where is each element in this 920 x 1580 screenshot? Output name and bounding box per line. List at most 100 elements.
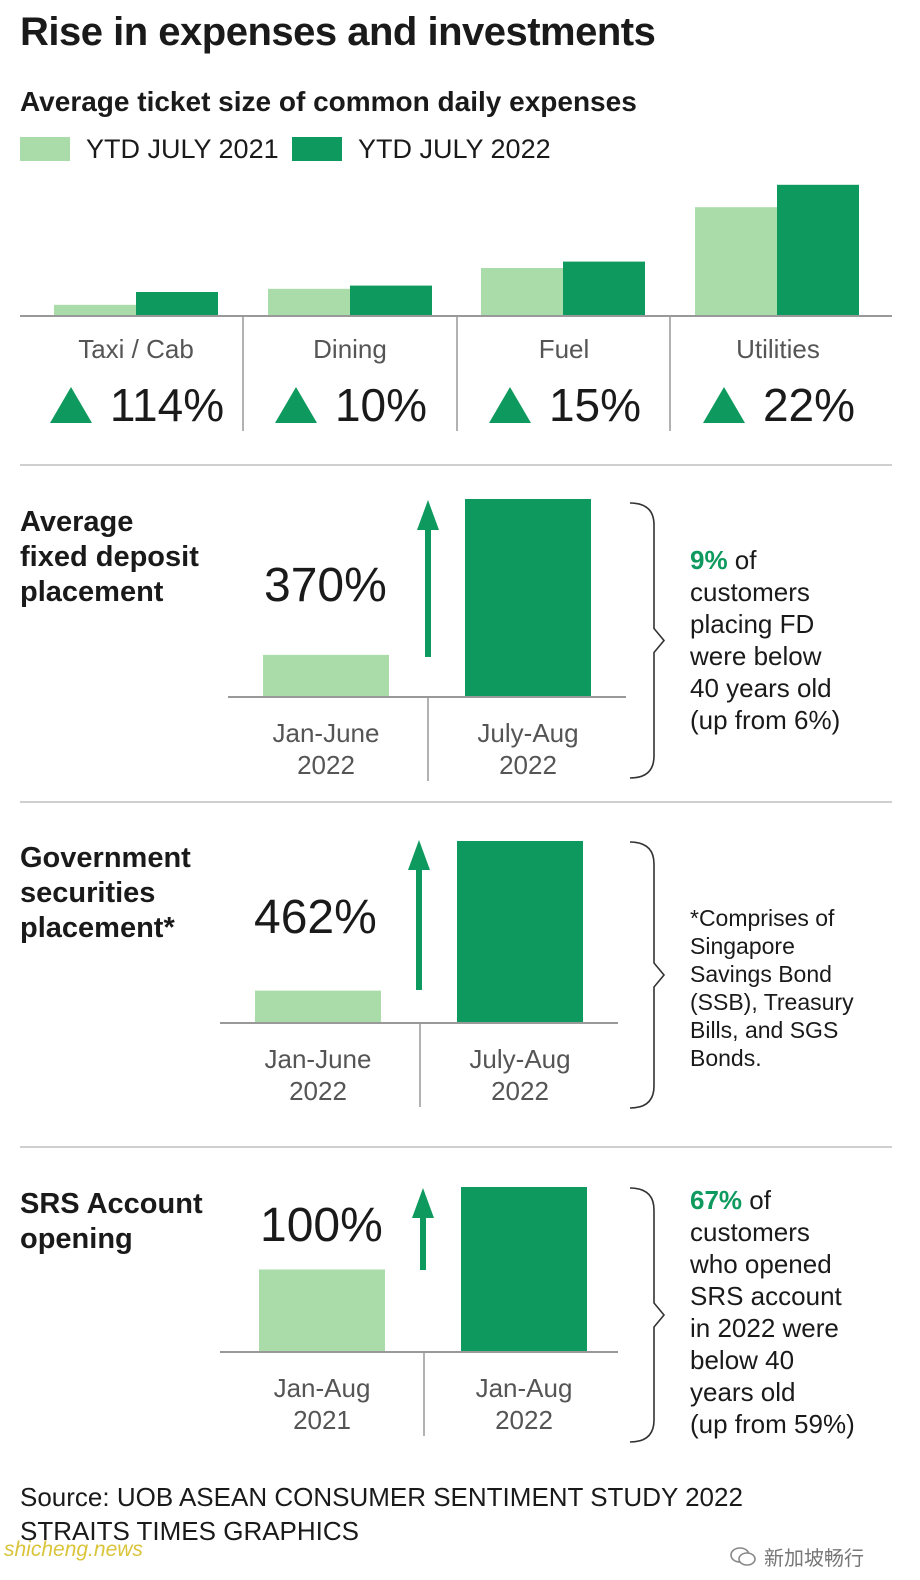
note-line: 40 years old [690, 673, 832, 703]
up-arrow-icon [417, 500, 439, 530]
period-line: 2022 [495, 1405, 553, 1435]
period-line: 2022 [499, 750, 557, 780]
curly-bracket [629, 502, 666, 779]
change-srs: 100% [260, 1199, 383, 1252]
note-line: Bonds. [690, 1045, 762, 1071]
period-line: 2022 [289, 1076, 347, 1106]
curly-bracket [629, 841, 666, 1109]
section-divider [20, 1146, 892, 1148]
watermark: 新加坡畅行 [730, 1542, 864, 1571]
category-label-dining: Dining [313, 334, 387, 364]
section-title-government-securities: Government securities placement* [20, 841, 191, 946]
category-label-taxi: Taxi / Cab [78, 334, 194, 364]
period-label: Jan-June 2022 [226, 717, 426, 781]
up-triangle-icon [702, 387, 745, 423]
bar-fuel-2021 [481, 268, 563, 316]
bar-taxi-2022 [136, 292, 218, 316]
up-triangle-icon [274, 387, 317, 423]
change-utilities: 22% [674, 378, 884, 432]
legend-swatch-2022 [292, 137, 342, 161]
note-line: (up from 6%) [690, 705, 841, 735]
note-text: of [742, 1185, 771, 1215]
change-taxi: 114% [32, 378, 242, 432]
period-line: Jan-Aug [475, 1373, 573, 1403]
legend-label-2022: YTD JULY 2022 [358, 133, 551, 164]
up-arrow-icon [408, 840, 430, 870]
period-line: July-Aug [477, 718, 579, 748]
note-line: customers [690, 1217, 810, 1247]
note-fixed-deposit: 9% of customers placing FD were below 40… [690, 544, 905, 736]
period-label: Jan-June 2022 [218, 1043, 418, 1107]
title-line: opening [20, 1223, 133, 1255]
section-title-fixed-deposit: Average fixed deposit placement [20, 505, 199, 610]
change-fixed-deposit: 370% [264, 559, 387, 612]
change-government-securities: 462% [254, 891, 377, 944]
legend-item-2022: YTD JULY 2022 [292, 134, 551, 164]
page-title: Rise in expenses and investments [20, 10, 656, 54]
period-line: Jan-June [264, 1044, 372, 1074]
note-line: years old [690, 1377, 796, 1407]
period-line: 2022 [491, 1076, 549, 1106]
title-line: Average [20, 506, 134, 538]
bar-dining-2022 [350, 285, 432, 316]
note-line: below 40 [690, 1345, 795, 1375]
curly-bracket [629, 1187, 666, 1443]
bar-utilities-2021 [695, 207, 777, 316]
source-line: Source: UOB ASEAN CONSUMER SENTIMENT STU… [20, 1482, 743, 1512]
period-label: July-Aug 2022 [420, 1043, 620, 1107]
change-value: 15% [548, 379, 642, 431]
watermark-text: 新加坡畅行 [764, 1548, 864, 1570]
title-line: placement [20, 576, 164, 608]
change-dining: 10% [246, 378, 456, 432]
note-line: SRS account [690, 1281, 842, 1311]
title-line: placement* [20, 912, 175, 944]
note-line: Savings Bond [690, 961, 832, 987]
period-line: Jan-June [272, 718, 380, 748]
note-line: customers [690, 577, 810, 607]
bar-fuel-2022 [563, 261, 645, 316]
expenses-bar-chart [20, 184, 892, 431]
note-line: Bills, and SGS [690, 1017, 839, 1043]
bar-srs-before [259, 1269, 385, 1352]
note-line: were below [690, 641, 822, 671]
title-line: fixed deposit [20, 541, 199, 573]
note-line: in 2022 were [690, 1313, 839, 1343]
bar-srs-after [461, 1187, 587, 1352]
section-divider [20, 464, 892, 466]
change-value: 114% [109, 379, 225, 431]
up-arrow-icon [412, 1188, 434, 1218]
note-line: placing FD [690, 609, 815, 639]
bar-utilities-2022 [777, 184, 859, 316]
title-line: SRS Account [20, 1188, 203, 1220]
section-title-srs: SRS Account opening [20, 1187, 203, 1257]
legend-swatch-2021 [20, 137, 70, 161]
change-fuel: 15% [460, 378, 670, 432]
bar-fixed-deposit-before [263, 654, 389, 697]
note-line: who opened [690, 1249, 832, 1279]
title-line: Government [20, 842, 191, 874]
note-line: Singapore [690, 933, 795, 959]
period-line: 2022 [297, 750, 355, 780]
chart-subtitle: Average ticket size of common daily expe… [20, 86, 637, 117]
section-divider [20, 801, 892, 803]
period-label: Jan-Aug 2021 [222, 1372, 422, 1436]
note-line: *Comprises of [690, 905, 835, 931]
site-watermark: shicheng.news [4, 1538, 143, 1561]
category-label-utilities: Utilities [736, 334, 820, 364]
source-credit: Source: UOB ASEAN CONSUMER SENTIMENT STU… [20, 1480, 743, 1548]
note-line: 9% of [690, 544, 905, 576]
bar-fixed-deposit-after [465, 499, 591, 697]
bar-taxi-2021 [54, 304, 136, 316]
category-label-fuel: Fuel [538, 334, 590, 364]
note-government-securities: *Comprises of Singapore Savings Bond (SS… [690, 904, 905, 1072]
note-srs: 67% of customers who opened SRS account … [690, 1184, 905, 1440]
period-line: 2021 [293, 1405, 351, 1435]
bar-dining-2021 [268, 288, 350, 316]
note-line: (up from 59%) [690, 1409, 855, 1439]
bar-government-securities-before [255, 990, 381, 1023]
up-triangle-icon [488, 387, 531, 423]
note-line: 67% of [690, 1184, 905, 1216]
change-value: 10% [334, 379, 428, 431]
title-line: securities [20, 877, 156, 909]
note-text: of [727, 545, 757, 575]
